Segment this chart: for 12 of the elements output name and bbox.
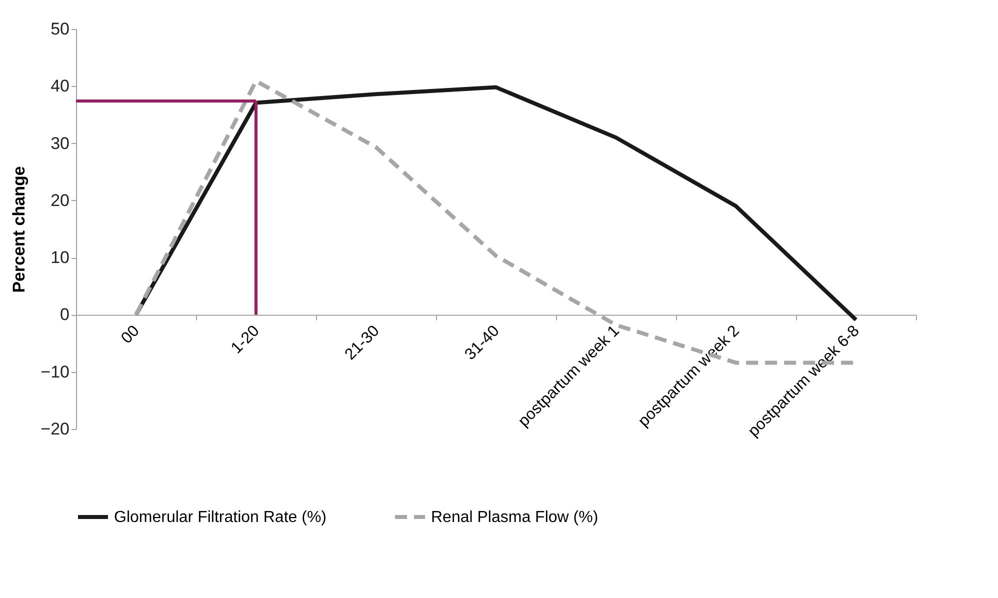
y-tick-label: 50 <box>50 20 70 38</box>
y-tick-label: 10 <box>50 248 70 268</box>
y-tick-label: 0 <box>60 305 70 324</box>
y-tick-label: −20 <box>40 420 70 438</box>
y-tick-label: 40 <box>50 76 70 96</box>
legend-label: Renal Plasma Flow (%) <box>431 509 598 526</box>
y-tick-label: 30 <box>50 134 70 153</box>
y-axis-title: Percent change <box>10 166 29 293</box>
y-tick-label: −10 <box>40 362 70 382</box>
legend-label: Glomerular Filtration Rate (%) <box>114 509 326 526</box>
x-tick-label: 00 <box>118 322 143 348</box>
y-tick-label: 20 <box>50 190 70 210</box>
